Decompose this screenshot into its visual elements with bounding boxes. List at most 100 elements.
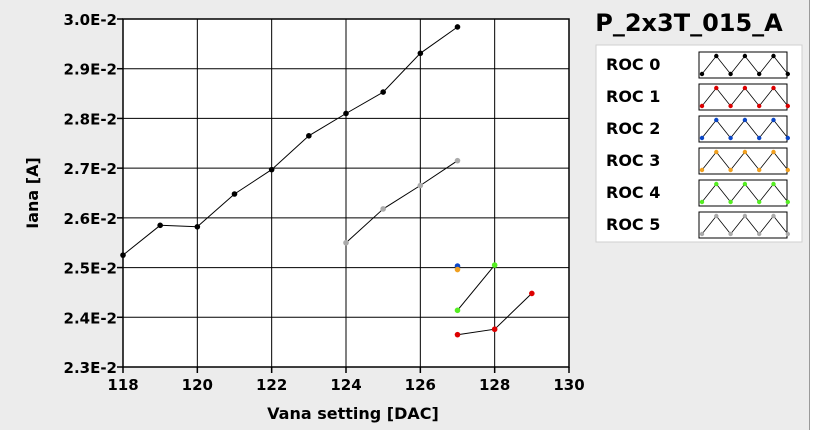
- series-layer: [120, 24, 535, 338]
- data-point: [194, 224, 201, 230]
- legend-swatch-marker: [699, 135, 705, 141]
- legend-swatch-marker: [728, 231, 733, 237]
- x-axis-title: Vana setting [DAC]: [267, 404, 439, 423]
- legend-label: ROC 1: [606, 87, 660, 106]
- x-axis: 118 120 122 124 126 128 130: [107, 367, 585, 394]
- x-tick-label: 124: [330, 376, 361, 394]
- data-point: [454, 307, 461, 314]
- legend-swatch-marker: [742, 149, 748, 155]
- series-3: [454, 266, 461, 273]
- data-point: [454, 331, 461, 338]
- legend-swatch-marker: [785, 199, 790, 205]
- legend-swatch-marker: [728, 199, 733, 205]
- legend-swatch-marker: [699, 231, 705, 237]
- legend-swatch-marker: [699, 71, 705, 77]
- data-point: [231, 191, 238, 197]
- legend-swatch-marker: [757, 167, 762, 173]
- legend-swatch-marker: [699, 199, 705, 205]
- y-axis-title: Iana [A]: [23, 157, 42, 229]
- series-line: [345, 160, 458, 244]
- window-right-border: [810, 0, 815, 430]
- data-point: [120, 252, 126, 258]
- x-tick-label: 126: [405, 376, 436, 394]
- legend-swatch-marker: [714, 213, 719, 219]
- data-point: [157, 222, 163, 229]
- legend-swatch-marker: [771, 149, 776, 155]
- legend-swatch-marker: [785, 71, 790, 77]
- legend-swatch-marker: [742, 85, 748, 91]
- legend-label: ROC 0: [606, 55, 660, 74]
- legend-swatch-marker: [771, 117, 776, 123]
- chart-title: P_2x3T_015_A: [595, 9, 783, 37]
- y-tick-label: 2.3E-2: [64, 359, 117, 377]
- legend-swatch-marker: [742, 213, 748, 219]
- legend: ROC 0 ROC 1 ROC 2 ROC 3 ROC 4 ROC 5: [606, 51, 790, 239]
- legend-swatch-marker: [757, 71, 762, 77]
- y-tick-label: 2.5E-2: [64, 260, 117, 278]
- legend-swatch-marker: [742, 181, 748, 187]
- data-point: [417, 50, 424, 57]
- legend-label: ROC 2: [606, 119, 660, 138]
- y-tick-label: 3.0E-2: [64, 11, 117, 29]
- data-point: [454, 24, 461, 30]
- legend-swatch-marker: [757, 103, 762, 109]
- x-tick-label: 128: [479, 376, 510, 394]
- legend-swatch-marker: [771, 85, 776, 91]
- legend-swatch-marker: [714, 85, 719, 91]
- series-5: [343, 157, 461, 246]
- y-tick-label: 2.7E-2: [64, 160, 117, 178]
- y-tick-label: 2.8E-2: [64, 110, 117, 128]
- series-1: [454, 290, 535, 338]
- legend-swatch-marker: [714, 149, 719, 155]
- legend-item: ROC 0: [606, 51, 790, 79]
- legend-swatch-marker: [714, 181, 719, 187]
- legend-swatch-marker: [699, 103, 705, 109]
- legend-swatch-marker: [728, 71, 733, 77]
- data-point: [380, 206, 386, 212]
- legend-swatch-marker: [728, 135, 733, 141]
- series-0: [120, 24, 461, 258]
- legend-swatch-marker: [699, 167, 705, 173]
- series-line: [457, 264, 496, 311]
- legend-swatch-marker: [742, 53, 748, 59]
- data-point: [529, 290, 535, 297]
- legend-label: ROC 5: [606, 215, 660, 234]
- data-point: [343, 239, 349, 246]
- legend-swatch-marker: [785, 135, 790, 141]
- legend-swatch-marker: [714, 53, 719, 59]
- x-tick-label: 120: [182, 376, 213, 394]
- legend-swatch-marker: [771, 181, 776, 187]
- y-axis: 2.3E-2 2.4E-2 2.5E-2 2.6E-2 2.7E-2 2.8E-2 2.9E…: [64, 11, 123, 377]
- legend-item: ROC 1: [606, 83, 790, 111]
- data-point: [417, 182, 424, 189]
- legend-swatch-marker: [757, 231, 762, 237]
- y-tick-label: 2.9E-2: [64, 61, 117, 79]
- data-point: [306, 133, 312, 139]
- legend-item: ROC 5: [606, 211, 790, 239]
- legend-swatch-marker: [771, 213, 776, 219]
- legend-swatch-marker: [785, 231, 790, 237]
- data-point: [343, 110, 349, 117]
- legend-label: ROC 4: [606, 183, 660, 202]
- x-tick-label: 130: [553, 376, 584, 394]
- legend-swatch-marker: [785, 167, 790, 173]
- legend-swatch-marker: [757, 199, 762, 205]
- data-point: [380, 89, 386, 95]
- legend-item: ROC 2: [606, 115, 790, 143]
- data-point: [491, 326, 498, 333]
- legend-swatch-marker: [785, 103, 790, 109]
- legend-swatch-marker: [757, 135, 762, 141]
- data-point: [268, 166, 275, 173]
- y-tick-label: 2.6E-2: [64, 210, 117, 228]
- legend-label: ROC 3: [606, 151, 660, 170]
- x-tick-label: 122: [256, 376, 287, 394]
- legend-swatch-marker: [728, 167, 733, 173]
- legend-swatch-marker: [728, 103, 733, 109]
- legend-swatch-marker: [742, 117, 748, 123]
- legend-item: ROC 3: [606, 147, 790, 175]
- legend-item: ROC 4: [606, 179, 790, 207]
- x-tick-label: 118: [107, 376, 138, 394]
- legend-swatch-marker: [714, 117, 719, 123]
- y-tick-label: 2.4E-2: [64, 309, 117, 327]
